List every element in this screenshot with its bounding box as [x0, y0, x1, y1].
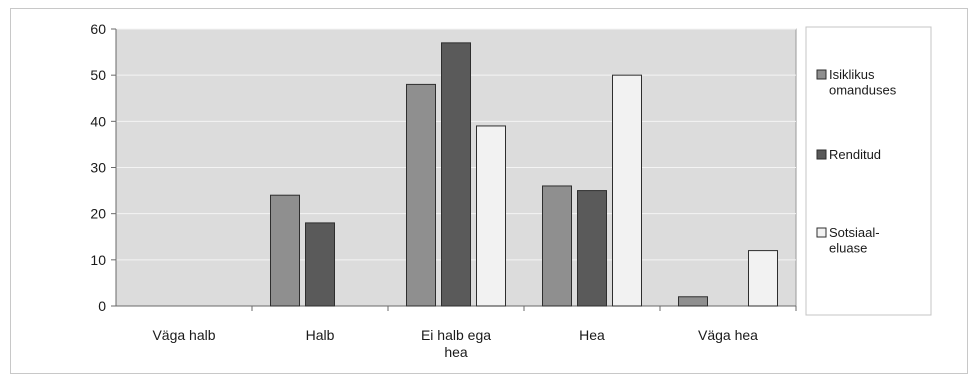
- legend-label-2: Renditud: [829, 147, 881, 162]
- legend-swatch-2: [816, 149, 827, 160]
- y-tick-label: 50: [90, 67, 106, 83]
- legend: [805, 26, 932, 316]
- x-tick-label: Halb: [306, 327, 335, 343]
- y-tick-label: 0: [98, 298, 106, 314]
- y-tick-label: 30: [90, 160, 106, 176]
- y-tick-label: 40: [90, 113, 106, 129]
- y-tick-label: 60: [90, 21, 106, 37]
- legend-label-3: Sotsiaal-eluase: [829, 225, 880, 256]
- bar-1-4: [542, 185, 572, 307]
- bar-1-5: [678, 296, 708, 307]
- bar-1-2: [270, 194, 300, 307]
- bar-2-4: [577, 190, 607, 307]
- bar-3-3: [476, 125, 506, 307]
- bar-3-5: [748, 250, 778, 307]
- x-tick-label: Väga hea: [698, 327, 758, 343]
- y-tick-label: 10: [90, 252, 106, 268]
- bar-chart: 0 10 20 30 40 50 60 Väga halb Halb Ei halb ega hea…: [90, 21, 932, 360]
- x-tick-label: Väga halb: [152, 327, 215, 343]
- x-tick-label: Hea: [579, 327, 605, 343]
- legend-label-1: Isiklikus omanduses: [829, 67, 897, 98]
- bar-1-3: [406, 83, 436, 307]
- x-tick-label: Ei halb ega hea: [421, 327, 491, 360]
- legend-swatch-1: [816, 69, 827, 80]
- chart-frame: 0 10 20 30 40 50 60 Väga halb Halb Ei halb ega hea…: [10, 8, 968, 374]
- bar-3-4: [612, 74, 642, 307]
- bar-2-3: [441, 42, 471, 307]
- legend-swatch-3: [816, 227, 827, 238]
- bar-2-2: [305, 222, 335, 307]
- y-tick-label: 20: [90, 206, 106, 222]
